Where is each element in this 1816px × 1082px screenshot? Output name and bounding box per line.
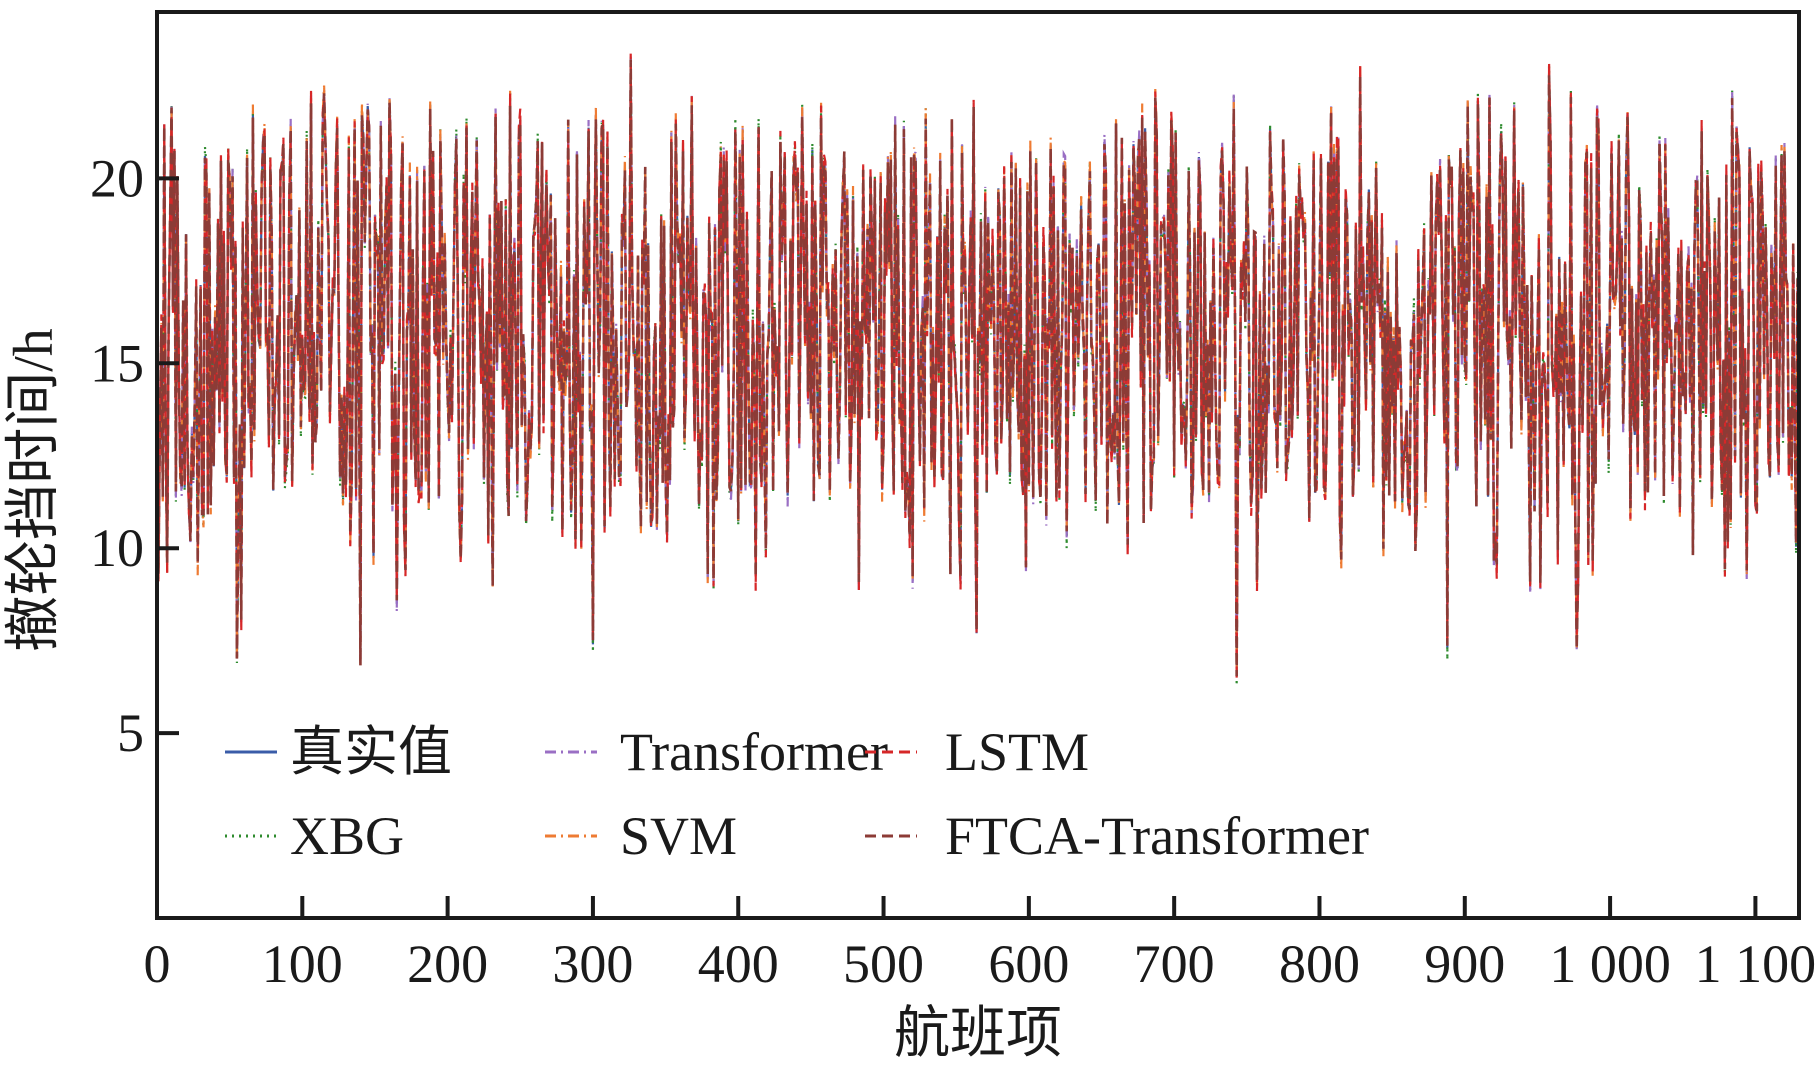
x-tick-label: 1 100 (1695, 934, 1816, 994)
plot-lines (157, 53, 1799, 686)
x-axis: 0 100 200 300 400 500 600 700 800 900 1 000 1 100 (144, 896, 1816, 994)
x-tick-label: 0 (144, 934, 171, 994)
legend-label: Transformer (620, 722, 888, 782)
y-tick-label: 20 (90, 148, 144, 208)
plot-frame (155, 10, 1801, 920)
x-tick-label: 200 (407, 934, 488, 994)
y-axis: 5 10 15 20 (90, 148, 179, 763)
legend-label: XBG (290, 806, 404, 866)
x-tick-label: 1 000 (1549, 934, 1671, 994)
y-axis-title: 撤轮挡时间/h (3, 328, 65, 652)
x-tick-label: 600 (988, 934, 1069, 994)
x-tick-label: 500 (843, 934, 924, 994)
legend-label: SVM (620, 806, 737, 866)
x-tick-label: 300 (552, 934, 633, 994)
x-tick-label: 900 (1424, 934, 1505, 994)
legend-label: FTCA-Transformer (945, 806, 1369, 866)
x-tick-label: 100 (262, 934, 343, 994)
series-line (157, 59, 1799, 677)
x-tick-label: 800 (1279, 934, 1360, 994)
legend-label: 真实值 (290, 722, 452, 782)
legend-label: LSTM (945, 722, 1089, 782)
y-tick-label: 5 (117, 703, 144, 763)
x-tick-label: 400 (698, 934, 779, 994)
y-tick-label: 10 (90, 518, 144, 578)
x-tick-label: 700 (1134, 934, 1215, 994)
x-axis-title: 航班项 (894, 1003, 1062, 1065)
legend: 真实值 XBG Transformer SVM LSTM FTCA-Transformer (225, 722, 1369, 866)
y-tick-label: 15 (90, 333, 144, 393)
